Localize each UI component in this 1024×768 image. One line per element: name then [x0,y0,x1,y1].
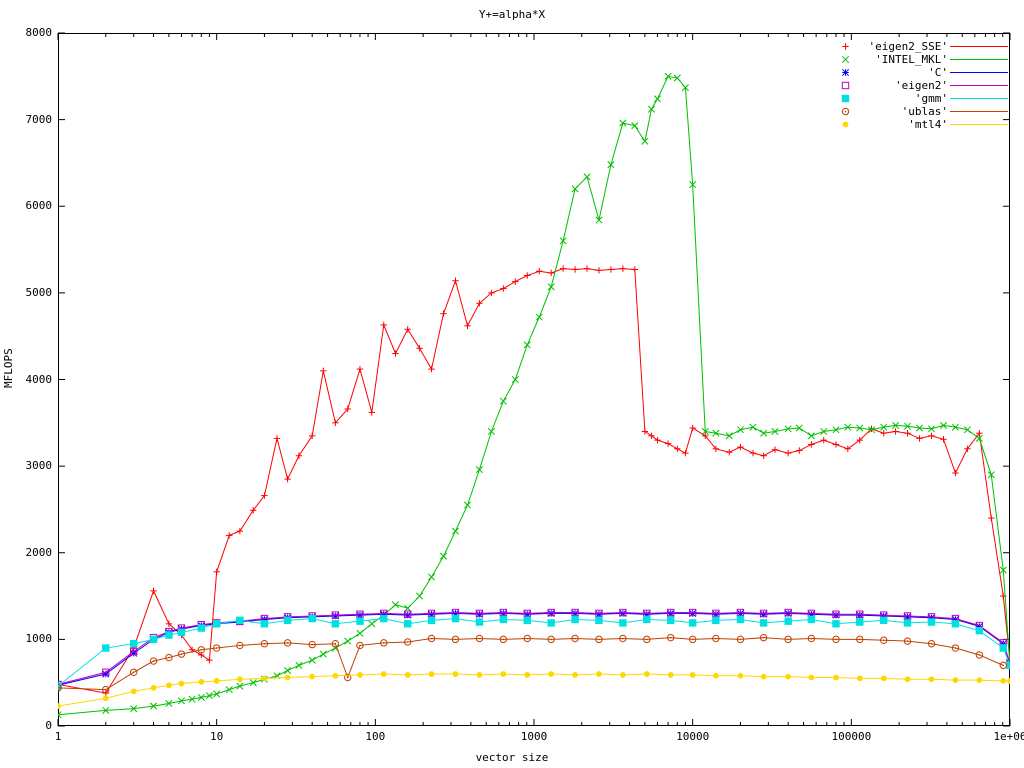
legend-item: 'ublas' [840,105,1010,118]
y-tick-label: 0 [45,719,52,732]
legend-marker [842,43,849,50]
legend-item: 'mtl4' [840,118,1010,131]
legend-item: 'INTEL_MKL' [840,53,1010,66]
legend-line-sample [950,124,1008,125]
legend-label: 'eigen2' [895,79,948,92]
legend-label: 'mtl4' [908,118,948,131]
legend-item: 'eigen2' [840,79,1010,92]
legend-item: 'gmm' [840,92,1010,105]
legend-item: 'eigen2_SSE' [840,40,1010,53]
chart-legend: 'eigen2_SSE' 'INTEL_MKL' 'C''eigen2''gmm' '… [840,40,1010,131]
legend-marker [841,81,850,90]
series-5 [58,633,1007,694]
y-tick-label: 3000 [25,459,53,473]
y-tick-label: 1000 [25,632,53,646]
y-tick-label: 6000 [25,199,53,213]
series-6 [58,671,1010,709]
legend-line-sample [950,46,1008,47]
legend-line-sample [950,85,1008,86]
x-tick-label: 100 [365,730,386,743]
legend-marker [841,55,850,64]
legend-line-sample [950,72,1008,73]
legend-label: 'gmm' [914,92,948,105]
y-tick-label: 5000 [25,285,53,299]
x-axis-label: vector size [475,751,549,764]
legend-line-sample [950,98,1008,99]
x-tick-label: 10000 [676,730,710,743]
legend-line-sample [950,111,1008,112]
legend-line-sample [950,59,1008,60]
legend-label: 'eigen2_SSE' [868,40,948,53]
legend-item: 'C' [840,66,1010,79]
x-tick-label: 10 [210,730,224,743]
legend-marker [841,94,850,103]
series-4 [58,614,1010,690]
y-tick-label: 8000 [25,26,53,39]
chart-title: Y+=alpha*X [478,8,546,21]
legend-label: 'INTEL_MKL' [875,53,948,66]
x-tick-label: 100000 [831,730,872,743]
x-tick-label: 1 [54,730,62,743]
legend-label: 'C' [928,66,948,79]
legend-label: 'ublas' [901,105,948,118]
y-tick-label: 7000 [25,112,53,126]
legend-marker [842,121,849,128]
x-tick-label: 1e+06 [993,730,1024,743]
legend-marker [841,107,850,116]
y-tick-label: 2000 [25,545,53,559]
y-tick-label: 4000 [25,372,53,386]
x-tick-label: 1000 [520,730,548,743]
legend-marker [841,68,850,77]
